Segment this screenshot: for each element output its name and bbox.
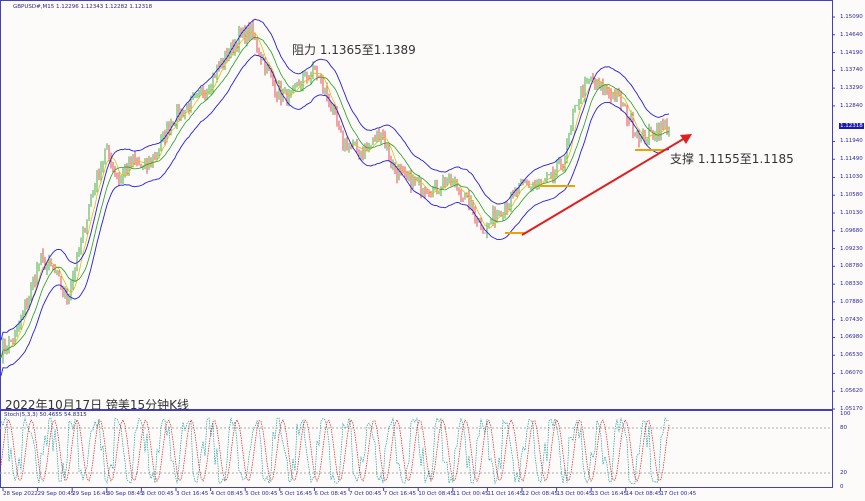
time-tick: 6 Oct 08:45	[314, 491, 347, 497]
price-tick: 1.14190	[840, 49, 863, 56]
price-tick: 1.05620	[840, 388, 863, 395]
stoch-tick: 0	[840, 484, 844, 490]
price-tick: 1.06530	[840, 352, 863, 359]
ma-fast	[0, 31, 669, 359]
time-tick: 30 Sep 08:45	[106, 491, 144, 497]
time-tick: 11 Oct 16:45	[487, 491, 524, 497]
price-tick: 1.07430	[840, 316, 863, 323]
stoch-signal-line	[0, 418, 670, 483]
time-tick: 7 Oct 00:45	[349, 491, 382, 497]
price-tick: 1.14640	[840, 31, 863, 38]
trend-line	[521, 137, 686, 236]
price-tick: 1.11030	[840, 174, 863, 181]
price-tick: 1.13290	[840, 85, 863, 92]
price-tick: 1.06980	[840, 334, 863, 341]
time-tick: 29 Sep 16:45	[72, 491, 109, 497]
stoch-tick: 80	[840, 425, 847, 431]
price-tick: 1.11490	[840, 156, 863, 163]
time-tick: 5 Oct 00:45	[245, 491, 278, 497]
stoch-tick: 100	[840, 411, 851, 417]
price-tick: 1.11940	[840, 138, 863, 145]
time-tick: 14 Oct 08:45	[625, 491, 662, 497]
time-tick: 29 Sep 00:45	[37, 491, 75, 497]
price-tick: 1.05170	[840, 406, 863, 412]
time-tick: 4 Oct 08:45	[210, 491, 243, 497]
price-tick: 1.15090	[840, 14, 863, 20]
time-tick: 5 Oct 16:45	[279, 491, 313, 497]
candles	[2, 19, 670, 364]
stoch-main-line	[0, 417, 670, 485]
time-tick: 17 Oct 00:45	[660, 491, 697, 497]
main-pane	[0, 0, 833, 410]
price-tick: 1.09680	[840, 227, 863, 234]
price-tick: 1.10580	[840, 192, 863, 199]
time-tick: 3 Oct 16:45	[176, 491, 209, 497]
resistance-annotation: 阻力 1.1365至1.1389	[292, 43, 416, 57]
price-tick: 1.06070	[840, 370, 863, 377]
price-tick: 1.13740	[840, 67, 863, 74]
time-tick: 10 Oct 08:45	[418, 491, 455, 497]
band-lower	[0, 54, 670, 376]
time-tick: 13 Oct 16:45	[591, 491, 628, 497]
stoch-pane	[0, 410, 833, 488]
time-tick: 3 Oct 00:45	[141, 491, 174, 497]
support-annotation: 支撑 1.1155至1.1185	[670, 152, 794, 166]
price-tick: 1.08780	[840, 263, 863, 270]
stoch-tick: 20	[840, 470, 847, 476]
time-tick: 7 Oct 16:45	[383, 491, 416, 497]
time-tick: 13 Oct 00:45	[556, 491, 593, 497]
arrow-head-icon	[680, 134, 692, 144]
price-tick: 1.07880	[840, 298, 863, 305]
price-tick: 1.12840	[840, 102, 863, 109]
current-price-tag: 1.12318	[839, 123, 864, 129]
chart-caption: 2022年10月17日 镑美15分钟K线	[5, 398, 190, 412]
time-tick: 12 Oct 08:45	[522, 491, 558, 497]
ma-slow	[0, 36, 670, 359]
time-tick: 28 Sep 2022	[3, 491, 38, 497]
price-tick: 1.10130	[840, 210, 863, 216]
stoch-label: Stoch(5,3,3) 50.4655 54.8315	[4, 412, 87, 418]
time-tick: 11 Oct 00:45	[452, 491, 489, 497]
symbol-header: GBPUSD#,M15 1.12296 1.12343 1.12282 1.12…	[13, 4, 153, 10]
price-tick: 1.09230	[840, 245, 863, 252]
price-tick: 1.08330	[840, 281, 863, 288]
band-upper	[0, 18, 670, 341]
